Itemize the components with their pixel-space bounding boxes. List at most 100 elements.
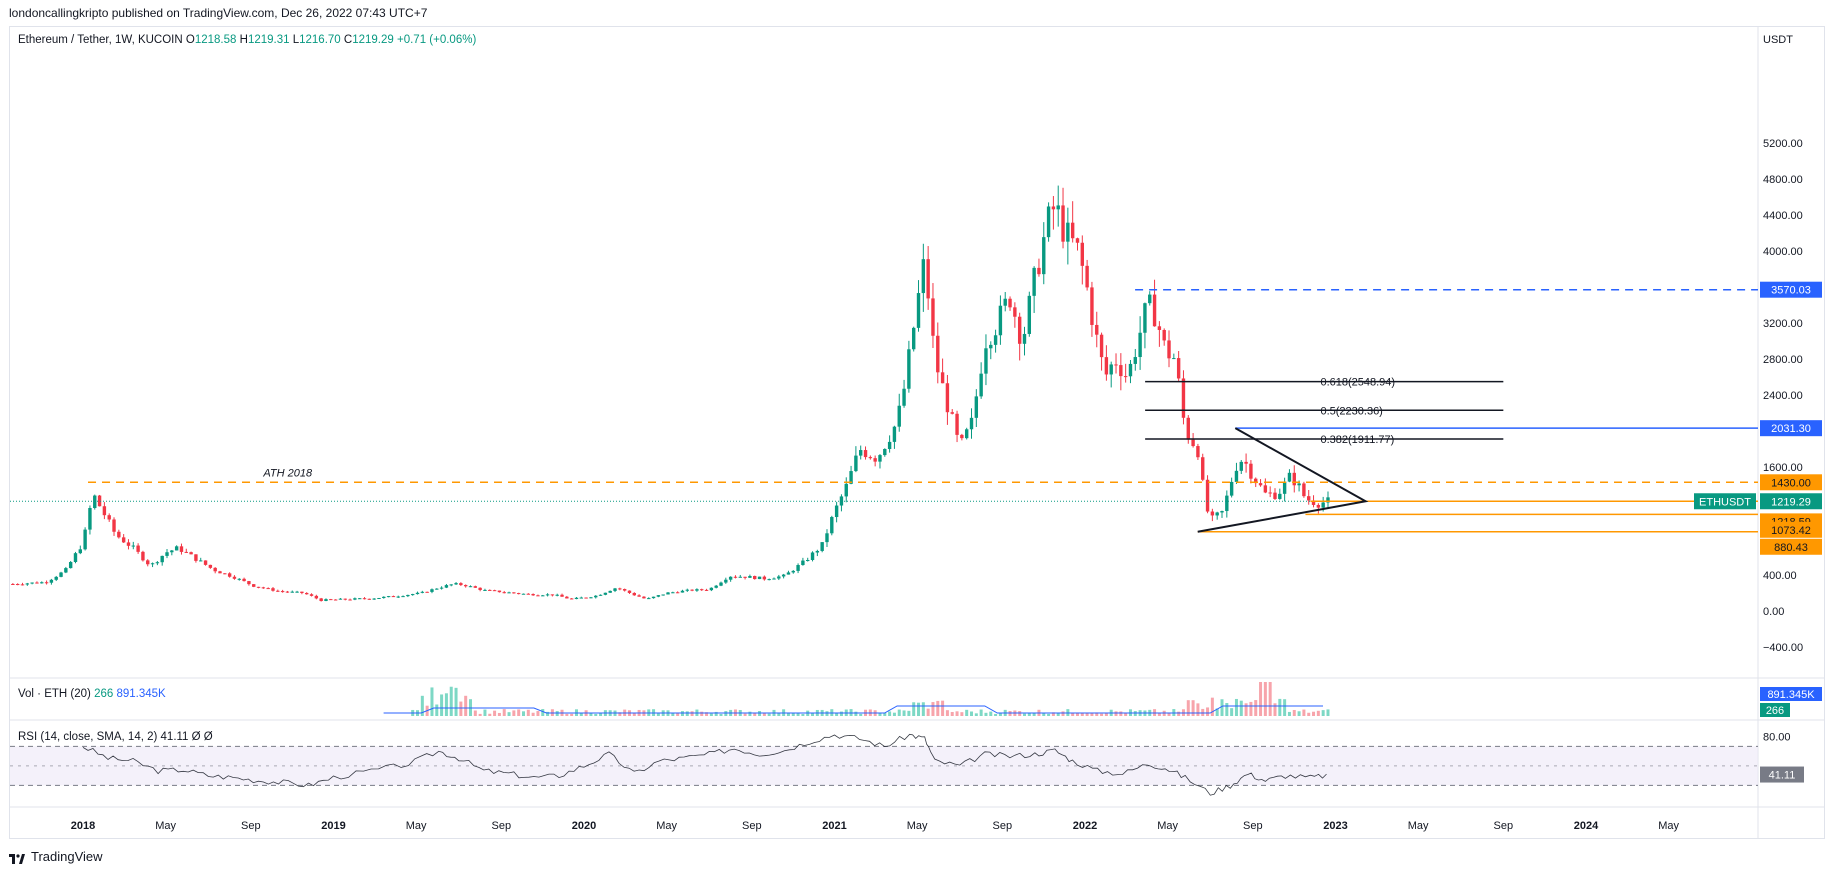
- volume-bar: [950, 711, 954, 716]
- candle-body: [974, 396, 979, 418]
- candle-body: [661, 594, 665, 596]
- candle-body: [1022, 333, 1027, 344]
- candle-body: [516, 593, 521, 595]
- currency-label: USDT: [1763, 34, 1793, 46]
- volume-bar: [700, 711, 704, 716]
- candle-body: [78, 549, 83, 554]
- volume-bar: [579, 712, 583, 716]
- volume-bar: [931, 702, 935, 716]
- x-tick-label: 2020: [572, 820, 596, 832]
- candle-body: [64, 568, 68, 573]
- volume-bar: [1075, 713, 1079, 716]
- candle-body: [203, 560, 208, 565]
- candle-body: [1307, 496, 1311, 501]
- price-tag-current: 1219.29: [1771, 496, 1811, 508]
- volume-bar: [791, 712, 795, 716]
- volume-bar: [1100, 713, 1104, 716]
- x-tick-label: Sep: [1243, 820, 1263, 832]
- volume-bar: [907, 710, 911, 716]
- candle-body: [911, 327, 916, 350]
- candle-body: [348, 599, 352, 601]
- candle-body: [54, 576, 58, 580]
- volume-bar: [796, 712, 800, 716]
- y-tick-label: −400.00: [1763, 642, 1803, 654]
- candle-body: [266, 588, 270, 590]
- volume-bar: [555, 711, 559, 716]
- candle-body: [940, 372, 945, 384]
- candle-body: [155, 562, 160, 564]
- volume-bar: [941, 700, 945, 716]
- x-tick-label: Sep: [742, 820, 762, 832]
- candle-body: [497, 590, 502, 593]
- volume-bar: [680, 711, 684, 716]
- candle-body: [227, 573, 232, 577]
- candle-body: [1013, 307, 1017, 317]
- volume-bar: [714, 711, 718, 716]
- volume-bar: [1032, 713, 1036, 716]
- volume-bar: [690, 711, 694, 716]
- price-tag-2031: 2031.30: [1771, 423, 1811, 435]
- candle-body: [391, 596, 396, 598]
- candle-body: [160, 555, 164, 563]
- candle-body: [68, 562, 73, 569]
- price-tag-2031-bg: [1760, 420, 1822, 437]
- tradingview-brand[interactable]: TradingView: [9, 849, 103, 864]
- candle-body: [791, 570, 795, 573]
- volume-tag-1: 891.345K: [1767, 689, 1815, 701]
- price-tag-1073: 1073.42: [1771, 525, 1811, 537]
- candle-body: [309, 594, 314, 596]
- candle-body: [223, 573, 227, 575]
- x-tick-label: Sep: [492, 820, 512, 832]
- y-tick-label: 0.00: [1763, 606, 1784, 618]
- volume-bar: [984, 712, 988, 716]
- candle-body: [247, 581, 251, 585]
- volume-bar: [1051, 712, 1055, 716]
- candle-body: [704, 589, 709, 591]
- y-tick-label: 5200.00: [1763, 138, 1803, 150]
- candle-body: [632, 592, 636, 596]
- candle-body: [806, 560, 810, 562]
- volume-tag-1-bg: [1760, 687, 1822, 701]
- volume-bar: [878, 713, 882, 716]
- candle-body: [430, 589, 434, 592]
- volume-bar: [912, 702, 916, 716]
- volume-label: Vol · ETH (20): [18, 688, 91, 700]
- candle-body: [666, 592, 670, 595]
- x-tick-label: 2021: [822, 820, 846, 832]
- volume-bar: [917, 702, 921, 716]
- candle-body: [574, 597, 579, 600]
- candle-body: [902, 388, 906, 406]
- candle-body: [844, 483, 848, 497]
- volume-bar: [459, 701, 463, 716]
- candle-body: [998, 305, 1003, 336]
- candle-body: [208, 564, 213, 568]
- volume-bar: [965, 709, 969, 716]
- volume-bar: [724, 711, 728, 716]
- high-value: 1219.31: [247, 34, 290, 46]
- candle-body: [743, 576, 747, 578]
- volume-bar: [1095, 712, 1099, 716]
- candle-body: [507, 592, 511, 594]
- y-tick-label: 2800.00: [1763, 354, 1803, 366]
- volume-bar: [1157, 712, 1161, 716]
- volume-bar: [464, 695, 468, 716]
- candle-body: [1263, 485, 1268, 493]
- candle-body: [459, 583, 463, 586]
- candle-body: [372, 598, 376, 600]
- candle-body: [1128, 363, 1133, 377]
- candle-body: [1254, 478, 1258, 484]
- candle-body: [613, 588, 617, 591]
- candle-body: [680, 590, 685, 593]
- candle-body: [401, 596, 405, 598]
- volume-bar: [1307, 712, 1311, 716]
- candle-body: [521, 593, 526, 595]
- volume-bar: [449, 686, 453, 716]
- volume-bar: [599, 713, 603, 716]
- volume-bar: [676, 713, 680, 716]
- candle-body: [290, 591, 294, 593]
- x-tick-label: May: [656, 820, 677, 832]
- candle-body: [454, 583, 458, 585]
- volume-bar: [618, 712, 622, 716]
- symbol-header: Ethereum / Tether, 1W, KUCOIN O1218.58 H…: [18, 34, 476, 46]
